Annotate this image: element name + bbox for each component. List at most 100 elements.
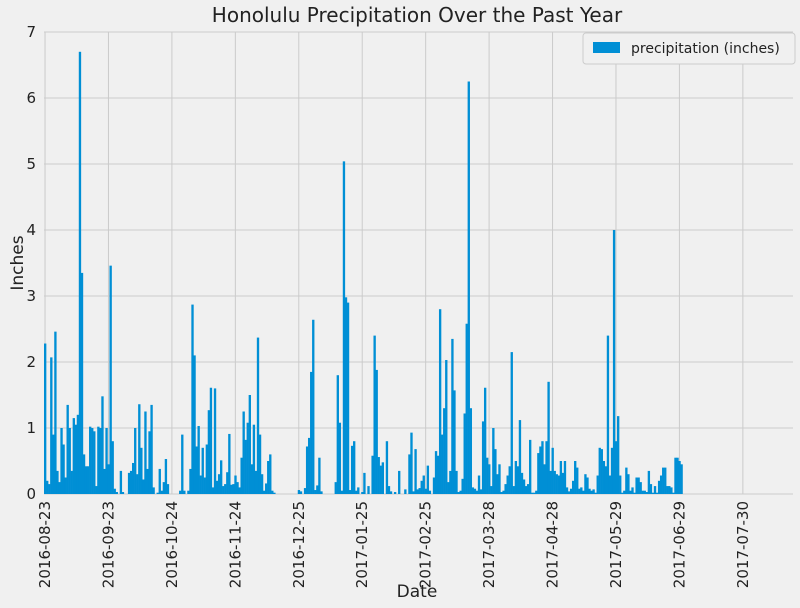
- bar: [416, 489, 419, 494]
- bar: [50, 357, 53, 494]
- bar: [641, 490, 644, 494]
- bar: [410, 432, 413, 494]
- x-tick-label: 2017-07-30: [734, 501, 752, 588]
- bar: [529, 439, 532, 494]
- bar: [670, 487, 673, 494]
- bar: [643, 490, 646, 494]
- bar: [553, 470, 556, 494]
- bar: [316, 485, 319, 494]
- bar: [80, 272, 84, 494]
- bar: [561, 472, 565, 494]
- bar: [338, 422, 342, 494]
- bar: [475, 490, 479, 494]
- bar: [422, 475, 425, 494]
- bar: [488, 464, 491, 494]
- bar: [342, 161, 346, 495]
- bar: [131, 462, 135, 494]
- bar: [543, 464, 546, 494]
- bar: [310, 371, 313, 494]
- bar: [93, 431, 96, 494]
- bar: [160, 490, 163, 494]
- bar: [526, 484, 530, 494]
- bar: [617, 416, 620, 494]
- chart-title: Honolulu Precipitation Over the Past Yea…: [212, 3, 623, 27]
- bar: [610, 447, 614, 494]
- bar: [60, 428, 63, 494]
- bar: [549, 470, 552, 494]
- bar: [598, 447, 601, 494]
- y-tick-label: 7: [26, 23, 36, 41]
- y-tick-label: 2: [26, 353, 36, 371]
- bar: [453, 390, 456, 494]
- bar: [238, 487, 241, 494]
- bar: [657, 480, 661, 494]
- bar: [355, 490, 358, 494]
- bar: [357, 487, 360, 494]
- bar: [436, 455, 440, 494]
- bar: [676, 457, 679, 494]
- bar: [494, 449, 497, 494]
- bar: [105, 428, 108, 494]
- bar: [236, 482, 239, 494]
- bar: [496, 474, 499, 494]
- bar: [533, 492, 536, 494]
- bar: [445, 360, 448, 494]
- bar: [563, 461, 567, 494]
- bar: [367, 486, 370, 494]
- bar: [119, 470, 123, 494]
- bar: [121, 492, 125, 494]
- bar: [318, 457, 321, 494]
- bar: [228, 433, 231, 494]
- bar: [76, 414, 80, 494]
- bar: [467, 81, 470, 494]
- bar: [486, 457, 489, 494]
- bar: [191, 304, 194, 494]
- bar: [424, 488, 427, 494]
- bar: [72, 418, 75, 494]
- bar: [86, 466, 90, 494]
- x-tick-labels: 2016-08-23 2016-09-23 2016-10-24 2016-11-24…: [36, 501, 752, 588]
- bar: [559, 461, 563, 494]
- bar: [404, 489, 407, 494]
- x-tick-label: 2017-03-28: [480, 501, 498, 588]
- bar: [320, 491, 323, 494]
- bar: [115, 492, 118, 494]
- bar: [58, 482, 61, 494]
- bar: [138, 404, 141, 494]
- y-tick-label: 5: [26, 155, 36, 173]
- bar: [606, 335, 610, 494]
- bar: [381, 462, 385, 494]
- bar: [596, 475, 599, 494]
- bar: [219, 460, 223, 494]
- bar: [447, 482, 450, 494]
- bar: [258, 434, 262, 494]
- bar: [571, 480, 575, 494]
- bar: [557, 475, 561, 494]
- bar: [213, 388, 217, 494]
- bar: [371, 455, 374, 494]
- bar: [569, 488, 573, 494]
- bar: [551, 447, 554, 494]
- bar: [672, 492, 675, 494]
- bar: [314, 490, 317, 494]
- y-tick-label: 0: [26, 485, 36, 503]
- bar: [267, 461, 270, 494]
- bar: [659, 475, 663, 494]
- bar: [502, 490, 505, 494]
- bar: [473, 488, 477, 494]
- bar: [348, 490, 352, 494]
- bar: [664, 467, 667, 494]
- y-tick-label: 3: [26, 287, 36, 305]
- bar: [377, 457, 380, 494]
- bar: [205, 444, 209, 494]
- bar: [635, 477, 638, 494]
- bar: [240, 457, 243, 494]
- bar: [531, 492, 534, 494]
- bar: [655, 492, 659, 494]
- bar: [457, 492, 460, 494]
- bar: [649, 484, 653, 494]
- x-tick-label: 2017-06-29: [670, 501, 688, 588]
- bar: [361, 492, 364, 494]
- bar: [189, 468, 192, 494]
- bar: [594, 492, 597, 494]
